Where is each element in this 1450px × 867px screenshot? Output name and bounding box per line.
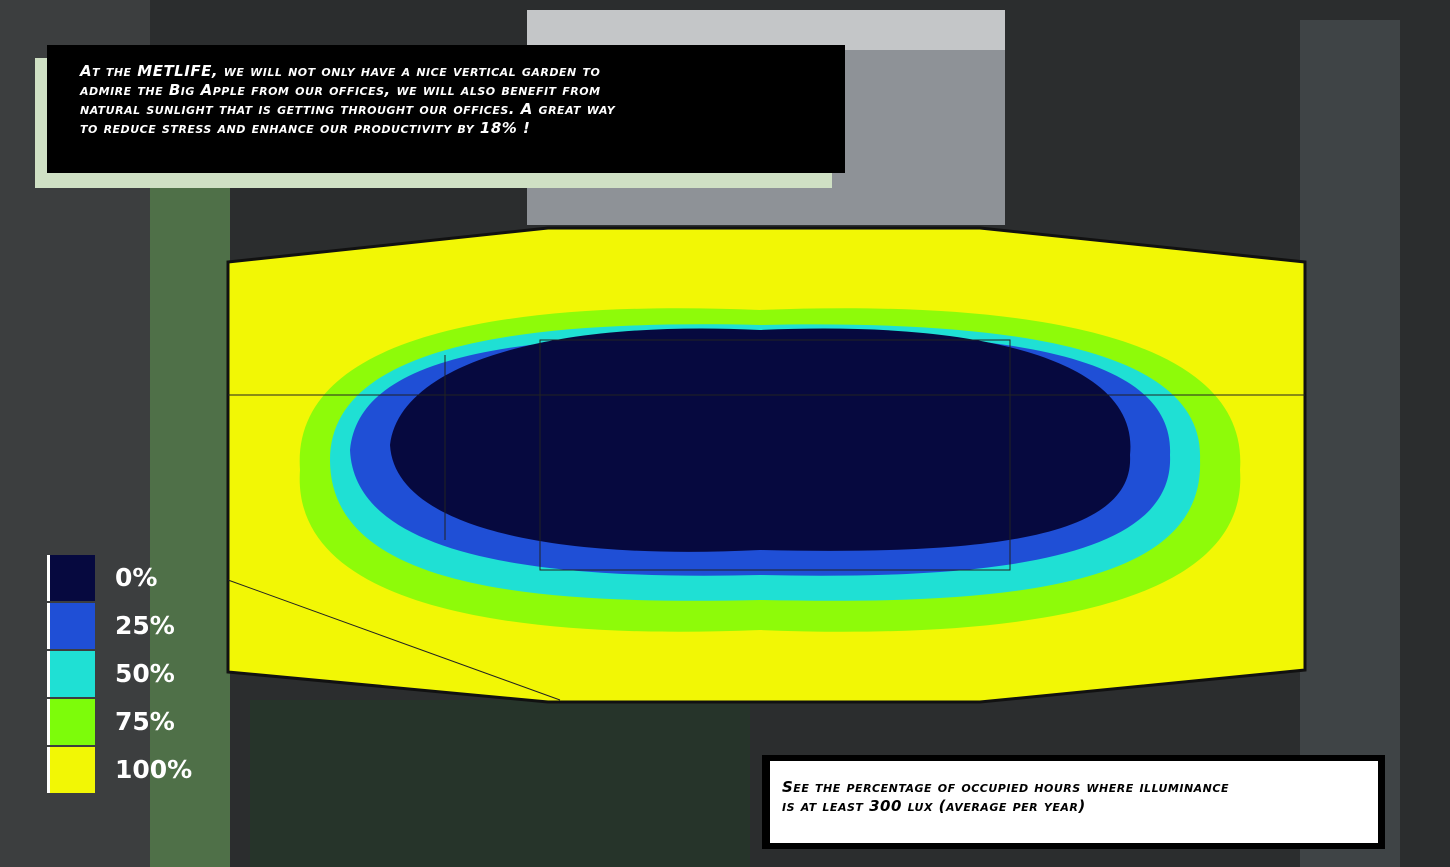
adjacent-building (1300, 20, 1400, 867)
callout-line: See the percentage of occupied hours whe… (782, 778, 1229, 796)
legend-label: 100% (115, 755, 193, 784)
callout-top: At the METLIFE, we will not only have a … (80, 62, 615, 138)
zone-0 (390, 328, 1131, 552)
core (539, 339, 1011, 571)
callout-line: natural sunlight that is getting through… (80, 100, 616, 118)
callout-line: is at least 300 lux (average per year) (782, 797, 1086, 815)
legend-swatch (47, 555, 95, 601)
callout-box (47, 45, 845, 173)
callout-line: admire the Big Apple from our offices, w… (80, 81, 601, 99)
adjacent-building-top (527, 10, 1005, 50)
legend-swatch (47, 699, 95, 745)
callout-box (770, 761, 1378, 843)
legend-swatch (47, 603, 95, 649)
legend-swatch (47, 747, 95, 793)
legend-label: 75% (115, 707, 175, 736)
plan-lines (227, 339, 1305, 701)
legend-swatch (47, 651, 95, 697)
legend-label: 25% (115, 611, 175, 640)
garden-roof (150, 180, 230, 867)
legend-label: 50% (115, 659, 175, 688)
callout-line: to reduce stress and enhance our product… (80, 119, 531, 137)
callout-line: At the METLIFE, we will not only have a … (80, 62, 601, 80)
callout-bottom: See the percentage of occupied hours whe… (782, 778, 1229, 816)
trees (250, 700, 750, 867)
plan-line (227, 579, 561, 701)
legend-label: 0% (115, 563, 158, 592)
